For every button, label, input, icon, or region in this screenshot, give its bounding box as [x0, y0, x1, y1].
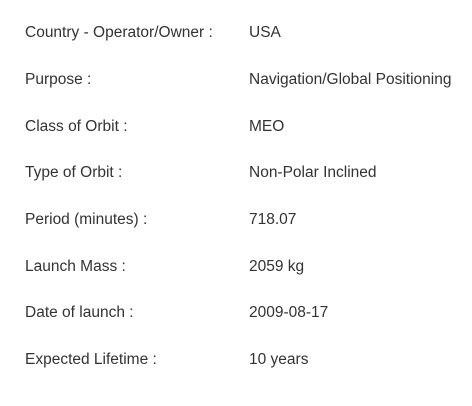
detail-row-country-operator-owner: Country - Operator/Owner : USA	[0, 21, 472, 45]
detail-row-date-of-launch: Date of launch : 2009-08-17	[0, 301, 472, 325]
detail-label: Purpose :	[25, 71, 92, 88]
detail-row-type-of-orbit: Type of Orbit : Non-Polar Inclined	[0, 161, 472, 185]
detail-value: Non-Polar Inclined	[249, 164, 377, 181]
detail-label: Period (minutes) :	[25, 211, 148, 228]
detail-row-expected-lifetime: Expected Lifetime : 10 years	[0, 348, 472, 372]
detail-value: 10 years	[249, 351, 309, 368]
detail-label: Launch Mass :	[25, 258, 126, 275]
detail-value: 2059 kg	[249, 258, 305, 275]
detail-value: MEO	[249, 118, 285, 135]
detail-value: USA	[249, 24, 281, 41]
detail-label: Country - Operator/Owner :	[25, 24, 213, 41]
detail-label: Expected Lifetime :	[25, 351, 157, 368]
detail-value: Navigation/Global Positioning	[249, 71, 452, 88]
detail-row-period: Period (minutes) : 718.07	[0, 208, 472, 232]
detail-row-launch-mass: Launch Mass : 2059 kg	[0, 255, 472, 279]
detail-value: 2009-08-17	[249, 304, 329, 321]
detail-label: Class of Orbit :	[25, 118, 128, 135]
detail-row-class-of-orbit: Class of Orbit : MEO	[0, 115, 472, 139]
detail-label: Date of launch :	[25, 304, 134, 321]
detail-row-purpose: Purpose : Navigation/Global Positioning	[0, 68, 472, 92]
detail-label: Type of Orbit :	[25, 164, 123, 181]
detail-value: 718.07	[249, 211, 297, 228]
